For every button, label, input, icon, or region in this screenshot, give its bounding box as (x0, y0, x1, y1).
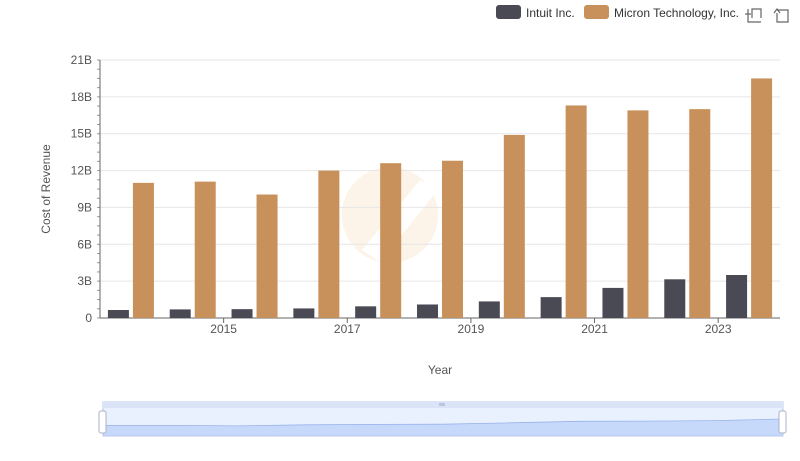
bar-micron-2018[interactable] (380, 163, 402, 318)
bar-intuit-2023[interactable] (664, 279, 686, 318)
legend-label-micron[interactable]: Micron Technology, Inc. (614, 6, 739, 20)
bar-intuit-2020[interactable] (478, 301, 500, 318)
x-axis-title: Year (428, 363, 452, 377)
bar-micron-2021[interactable] (565, 105, 587, 318)
y-tick-label: 15B (71, 127, 92, 141)
legend: Intuit Inc. Micron Technology, Inc. (496, 5, 739, 20)
y-axis-title: Cost of Revenue (39, 144, 53, 234)
legend-swatch-micron[interactable] (584, 5, 609, 19)
tick-labels: 0 3B 6B 9B 12B 15B 18B 21B 2015 2017 2019 2021 2023 (71, 53, 732, 336)
x-tick-label: 2023 (705, 322, 732, 336)
y-tick-label: 0 (85, 311, 92, 325)
bar-micron-2024[interactable] (751, 78, 773, 318)
bar-intuit-2014[interactable] (107, 310, 129, 318)
y-tick-label: 18B (71, 90, 92, 104)
data-zoom-slider[interactable] (98, 401, 787, 437)
y-tick-label: 6B (77, 237, 92, 251)
bars (107, 78, 773, 319)
bar-intuit-2022[interactable] (602, 287, 624, 318)
grid (100, 59, 780, 282)
x-tick-label: 2019 (458, 322, 485, 336)
data-zoom-top-bar[interactable] (103, 402, 783, 408)
bar-micron-2014[interactable] (132, 182, 154, 318)
bar-intuit-2015[interactable] (169, 309, 191, 318)
y-tick-label: 21B (71, 53, 92, 67)
bar-micron-2020[interactable] (503, 134, 525, 318)
y-tick-label: 9B (77, 200, 92, 214)
bar-micron-2015[interactable] (194, 181, 216, 318)
zoom-reset-icon[interactable] (773, 8, 789, 23)
x-tick-label: 2021 (581, 322, 608, 336)
bar-intuit-2024[interactable] (726, 275, 748, 318)
bar-intuit-2019[interactable] (417, 304, 438, 318)
x-tick-label: 2015 (210, 322, 237, 336)
bar-intuit-2021[interactable] (540, 297, 562, 318)
data-zoom-handle-left[interactable] (98, 410, 107, 434)
bar-intuit-2017[interactable] (293, 308, 315, 318)
zoom-select-icon[interactable] (745, 8, 762, 23)
legend-label-intuit[interactable]: Intuit Inc. (526, 6, 575, 20)
x-tick-label: 2017 (334, 322, 361, 336)
y-tick-label: 3B (77, 274, 92, 288)
bar-micron-2016[interactable] (256, 194, 278, 318)
bar-intuit-2018[interactable] (355, 306, 377, 318)
bar-micron-2022[interactable] (627, 110, 649, 318)
data-zoom-center-grip-icon[interactable] (439, 403, 445, 406)
bar-micron-2023[interactable] (689, 109, 711, 319)
data-zoom-handle-right[interactable] (778, 410, 787, 434)
bar-intuit-2016[interactable] (231, 309, 253, 318)
bar-micron-2017[interactable] (318, 170, 340, 318)
legend-swatch-intuit[interactable] (496, 5, 521, 19)
bar-micron-2019[interactable] (442, 160, 463, 318)
y-tick-label: 12B (71, 164, 92, 178)
